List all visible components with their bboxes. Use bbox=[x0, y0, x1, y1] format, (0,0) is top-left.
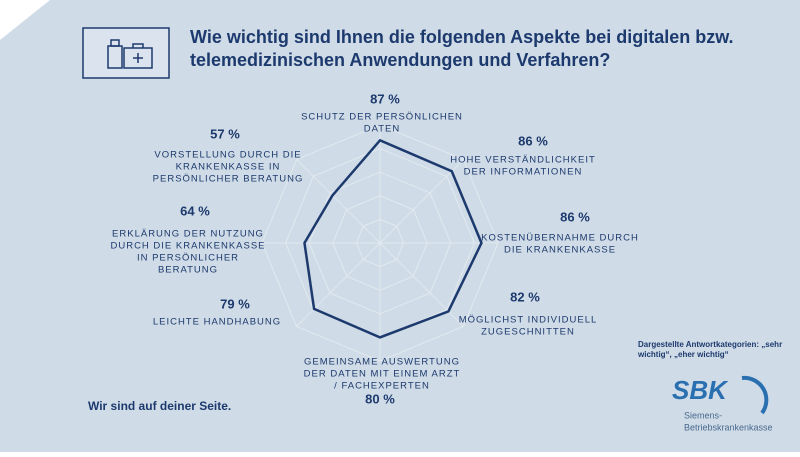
grid-spoke bbox=[379, 159, 464, 244]
slogan: Wir sind auf deiner Seite. bbox=[88, 399, 231, 413]
category-label: KOSTENÜBERNAHME DURCH bbox=[481, 233, 639, 244]
category-label: ERKLÄRUNG DER NUTZUNG bbox=[112, 229, 264, 240]
grid-spoke bbox=[296, 159, 381, 244]
category-label: PERSÖNLICHER BERATUNG bbox=[153, 174, 304, 185]
value-label: 57 % bbox=[210, 126, 240, 141]
value-label: 64 % bbox=[180, 203, 210, 218]
icon bbox=[82, 27, 170, 79]
value-label: 87 % bbox=[370, 91, 400, 106]
category-label: SCHUTZ DER PERSÖNLICHEN bbox=[301, 112, 463, 123]
category-label: DURCH DIE KRANKENKASSE bbox=[110, 241, 265, 252]
category-label: HOHE VERSTÄNDLICHKEIT bbox=[450, 155, 596, 166]
corner bbox=[0, 0, 50, 40]
category-label: DATEN bbox=[364, 124, 401, 135]
category-label: GEMEINSAME AUSWERTUNG bbox=[304, 357, 460, 368]
grid-spoke bbox=[296, 242, 381, 327]
category-label: BERATUNG bbox=[158, 265, 218, 276]
note: Dargestellte Antwortkategorien: „sehr bbox=[638, 340, 782, 349]
value-label: 86 % bbox=[518, 133, 548, 148]
value-label: 82 % bbox=[510, 289, 540, 304]
title: Wie wichtig sind Ihnen die folgenden Asp… bbox=[190, 27, 734, 47]
value-label: 86 % bbox=[560, 209, 590, 224]
note: wichtig“, „eher wichtig“ bbox=[637, 350, 729, 359]
category-label: IN PERSÖNLICHER bbox=[137, 253, 239, 264]
value-label: 80 % bbox=[365, 391, 395, 406]
category-label: DER INFORMATIONEN bbox=[464, 167, 583, 178]
category-label: ZUGESCHNITTEN bbox=[481, 327, 575, 338]
category-label: KRANKENKASSE IN bbox=[176, 162, 281, 173]
category-label: LEICHTE HANDHABUNG bbox=[153, 317, 281, 328]
category-label: DER DATEN MIT EINEM ARZT bbox=[304, 369, 461, 380]
category-label: VORSTELLUNG DURCH DIE bbox=[154, 150, 301, 161]
value-label: 79 % bbox=[220, 296, 250, 311]
grid-spoke bbox=[379, 242, 464, 327]
logo-text: Betriebskrankenkasse bbox=[684, 422, 773, 432]
logo: SBK bbox=[672, 375, 729, 405]
category-label: DIE KRANKENKASSE bbox=[504, 245, 616, 256]
title: telemedizinischen Anwendungen und Verfah… bbox=[190, 50, 610, 70]
category-label: / FACHEXPERTEN bbox=[334, 381, 430, 392]
category-label: MÖGLICHST INDIVIDUELL bbox=[459, 315, 598, 326]
logo-text: Siemens- bbox=[684, 410, 722, 420]
radar-line bbox=[303, 138, 483, 339]
logo-swoosh bbox=[741, 375, 769, 415]
